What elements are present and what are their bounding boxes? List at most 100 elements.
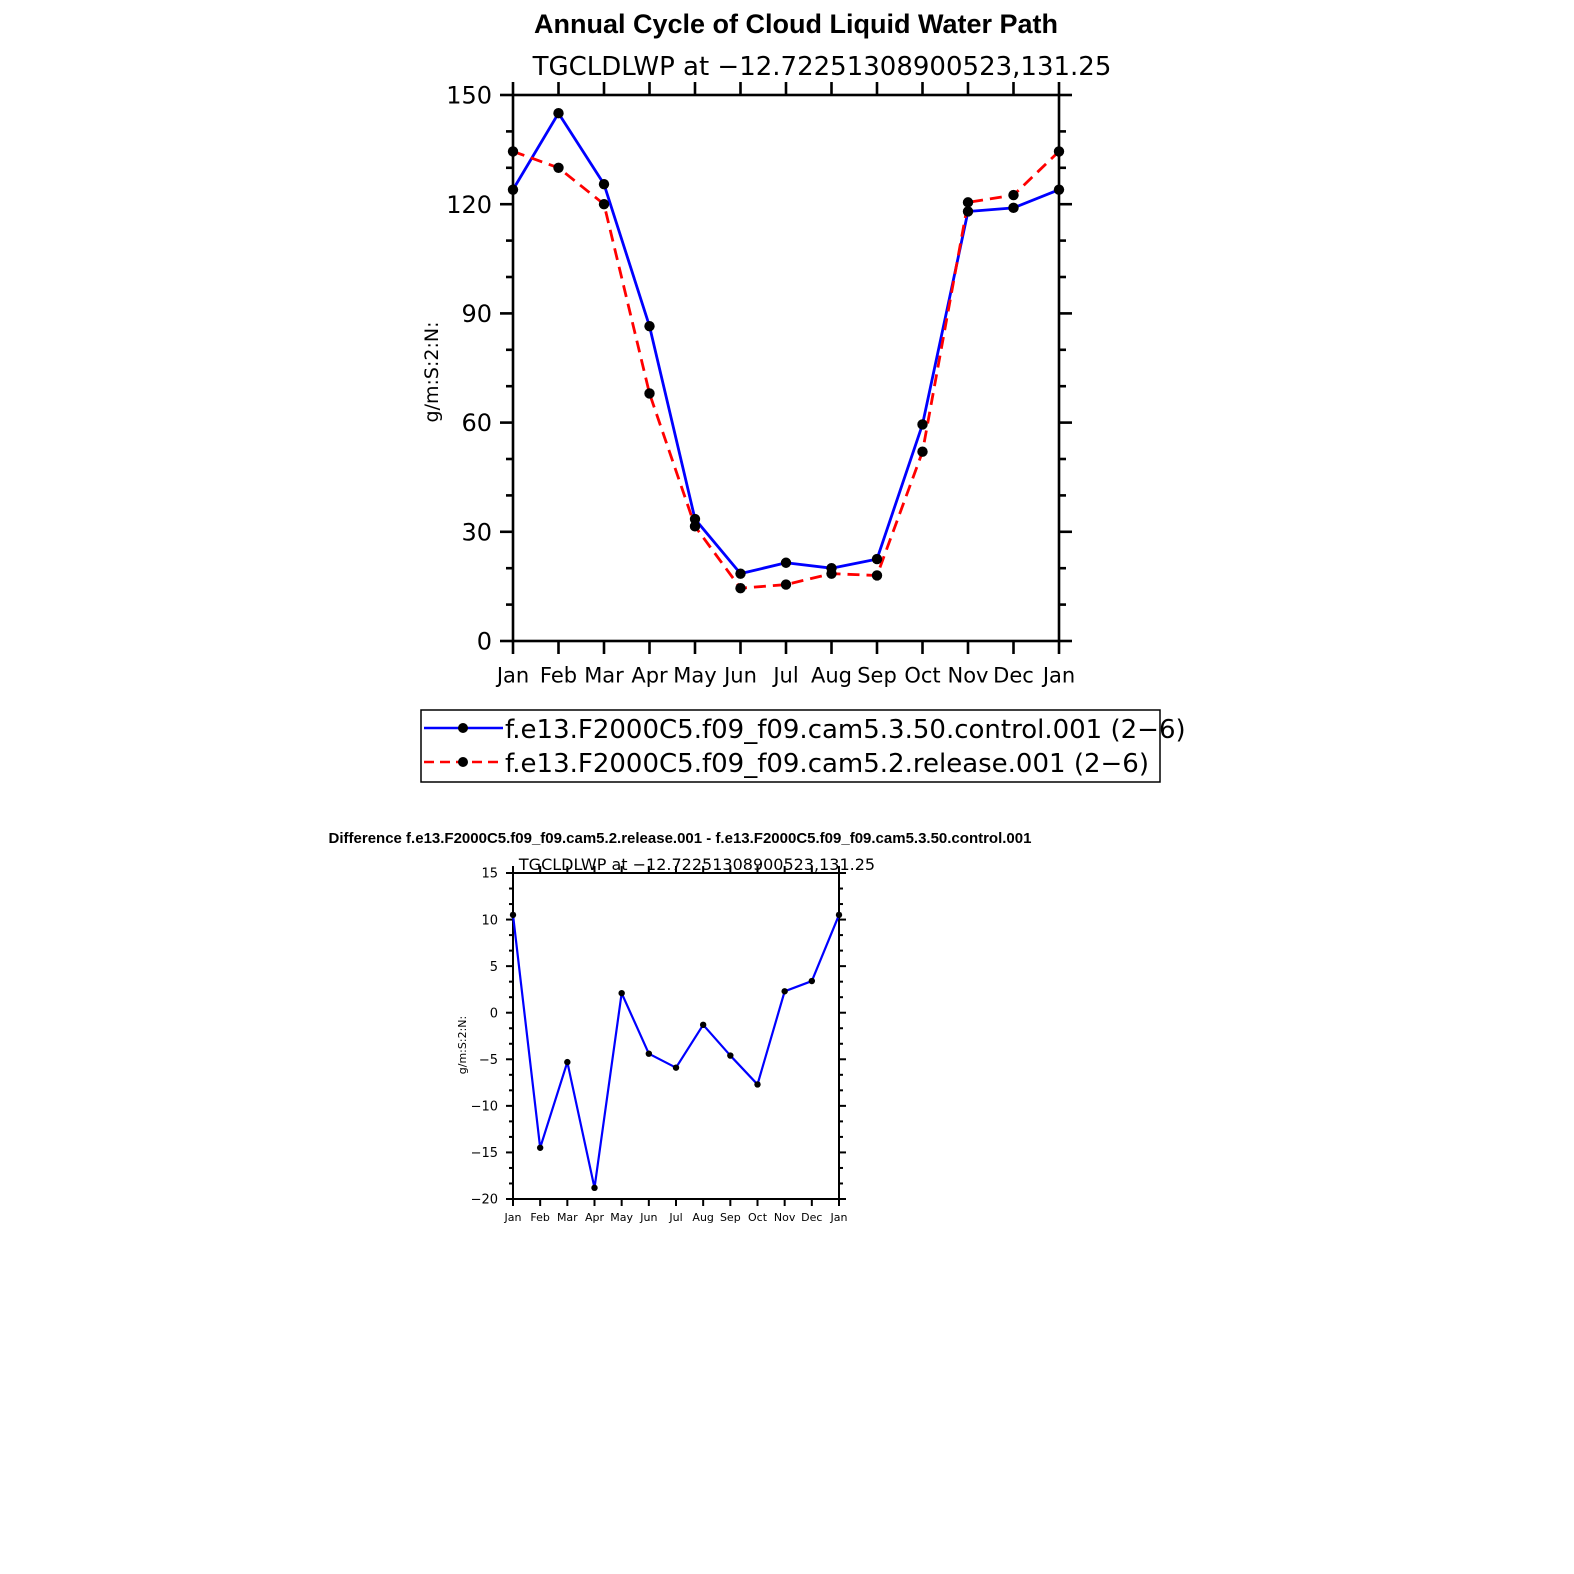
x-tick-label: Jan [495,663,529,687]
data-point-1 [689,521,701,532]
legend-entry-control: f.e13.F2000C5.f09_f09.cam5.3.50.control.… [424,715,1186,745]
data-point-0 [735,568,746,579]
x-tick-label: Jun [722,663,757,687]
data-point-1 [553,162,564,173]
main-legend: f.e13.F2000C5.f09_f09.cam5.3.50.control.… [420,709,1186,783]
legend-marker-control [458,723,468,733]
y-tick-label: 60 [461,409,492,437]
x-tick-label: Mar [584,663,624,687]
x-tick-label: Jan [830,1211,848,1224]
y-tick-label: −10 [471,1100,498,1115]
y-tick-label: 150 [446,82,492,110]
data-point-1 [735,583,746,594]
diff-title: Difference f.e13.F2000C5.f09_f09.cam5.2.… [329,830,1032,847]
data-point-0 [917,419,928,430]
x-tick-label: Sep [720,1211,741,1224]
x-tick-label: Jul [771,663,798,687]
data-point-1 [917,446,928,457]
main-ylabel: g/m:S:2:N: [421,322,443,423]
difference-chart: Difference f.e13.F2000C5.f09_f09.cam5.2.… [329,830,1032,1224]
data-point-0 [808,977,816,985]
diff-plot-area: Jan Feb Mar Apr May Jun Jul Aug Sep Oct Nov Dec Jan−… [471,866,848,1224]
x-tick-label: Apr [585,1211,605,1224]
x-tick-label: Dec [993,663,1034,687]
data-point-0 [699,1021,707,1029]
data-point-0 [1053,184,1065,195]
legend-box [420,709,1161,783]
x-tick-label: Oct [748,1211,768,1224]
data-point-0 [536,1144,544,1151]
series-line-1 [512,150,1060,590]
x-tick-label: Oct [904,663,940,687]
data-point-1 [871,570,883,581]
data-point-0 [553,108,564,119]
data-point-1 [507,146,519,157]
legend-label-release: f.e13.F2000C5.f09_f09.cam5.2.release.001… [505,749,1149,779]
series-line-0 [511,914,841,1189]
x-tick-label: Nov [948,663,989,687]
data-point-1 [962,197,974,208]
data-point-1 [644,388,655,399]
data-point-0 [781,988,788,995]
legend-marker-release [458,757,468,767]
y-tick-label: 120 [446,191,492,219]
main-plot-area: Jan Feb Mar Apr May Jun Jul Aug Sep Oct Nov Dec Jan0… [446,82,1075,688]
data-point-0 [754,1081,761,1088]
x-tick-label: Dec [801,1211,822,1224]
y-tick-label: 0 [477,628,492,656]
data-point-0 [591,1184,598,1192]
data-point-0 [689,513,701,525]
data-point-0 [780,557,792,568]
x-tick-label: Jul [668,1211,682,1224]
data-point-0 [644,320,655,332]
y-tick-label: −5 [479,1053,498,1068]
x-tick-label: Feb [540,663,577,687]
y-tick-label: 30 [461,518,492,546]
data-point-0 [509,911,517,919]
x-tick-label: Jan [504,1211,522,1224]
data-point-0 [835,911,843,919]
legend-label-control: f.e13.F2000C5.f09_f09.cam5.3.50.control.… [505,715,1186,745]
data-point-0 [618,989,625,997]
series-line-0 [511,111,1060,576]
y-tick-label: −20 [471,1193,498,1208]
main-subtitle: TGCLDLWP at −12.72251308900523,131.25 [532,52,1112,82]
y-tick-label: 90 [461,300,492,328]
diff-subtitle: TGCLDLWP at −12.72251308900523,131.25 [518,855,875,874]
x-tick-label: Aug [692,1211,713,1224]
main-title: Annual Cycle of Cloud Liquid Water Path [534,9,1058,39]
x-tick-label: Sep [857,663,897,687]
data-point-1 [780,579,792,590]
legend-entry-release: f.e13.F2000C5.f09_f09.cam5.2.release.001… [424,749,1149,779]
x-tick-label: Mar [557,1211,578,1224]
data-point-0 [962,206,974,217]
x-tick-label: Jan [1041,663,1075,687]
x-tick-label: May [610,1211,633,1224]
x-tick-label: Aug [811,663,852,687]
data-point-0 [1008,202,1019,214]
main-chart: Annual Cycle of Cloud Liquid Water Path … [420,9,1186,783]
y-tick-label: −15 [471,1146,498,1161]
data-point-0 [727,1052,734,1059]
y-tick-label: 0 [490,1006,498,1021]
x-tick-label: May [673,663,716,687]
data-point-1 [1053,146,1065,157]
data-point-0 [564,1058,571,1066]
plot-frame [512,872,840,1200]
y-tick-label: 15 [481,867,498,882]
x-tick-label: Apr [631,663,668,687]
data-point-0 [507,184,519,195]
data-point-0 [598,178,610,190]
data-point-1 [598,199,610,210]
data-point-1 [826,568,837,579]
y-tick-label: 10 [481,913,498,928]
x-tick-label: Nov [774,1211,796,1224]
data-point-0 [645,1050,653,1057]
x-tick-label: Feb [530,1211,549,1224]
data-point-0 [871,553,883,565]
y-tick-label: 5 [490,960,498,975]
x-tick-label: Jun [639,1211,657,1224]
data-point-1 [1008,189,1019,201]
diff-ylabel: g/m:S:2:N: [456,1016,469,1074]
